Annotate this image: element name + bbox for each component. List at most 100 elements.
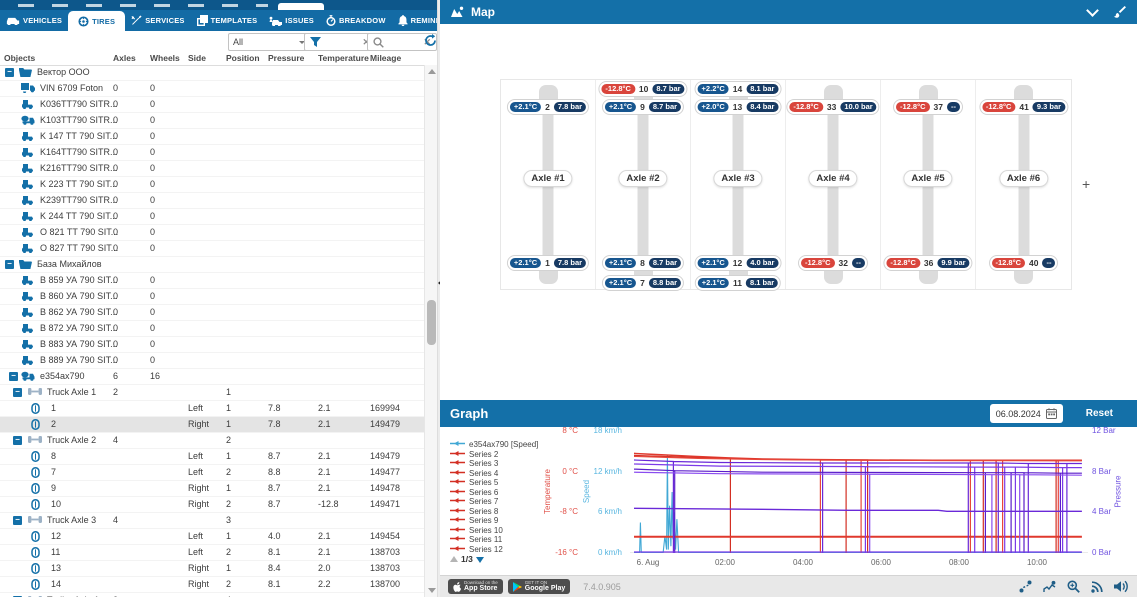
filter-dropdown[interactable]: All [228,33,310,51]
vehicle-row[interactable]: K103TT790 SITR... 0 0 [0,113,424,129]
legend-item[interactable]: Series 3 [450,459,538,469]
clear-search-icon[interactable]: ✕ [423,36,431,47]
wheel-badge[interactable]: -12.8°C 10 8.7 bar [598,81,688,97]
tab-reminders[interactable]: REMINDERS [392,10,464,31]
vehicle-row[interactable]: K 147 TT 790 SIT... 0 0 [0,129,424,145]
col-temperature[interactable]: Temperature [318,53,369,63]
googleplay-badge[interactable]: GET IT ON Google Play [507,579,571,594]
wheel-badge[interactable]: -12.8°C 33 10.0 bar [786,99,880,115]
volume-icon[interactable] [1114,580,1129,593]
col-position[interactable]: Position [226,53,260,63]
vehicle-row[interactable]: − e354ax790 6 16 [0,369,424,385]
vehicle-row[interactable]: K 244 TT 790 SIT... 0 0 [0,209,424,225]
legend-item[interactable]: Series 10 [450,526,538,536]
wheel-badge[interactable]: +2.1°C 12 4.0 bar [694,255,782,271]
expander-collapse-icon[interactable]: − [13,516,22,525]
wheel-row[interactable]: 7 Left 2 8.8 2.1 149477 [0,465,424,481]
wheel-badge[interactable]: +2.1°C 9 8.7 bar [601,99,685,115]
group-row[interactable]: − Вектор ООО [0,65,424,81]
wheel-badge[interactable]: +2.1°C 11 8.1 bar [694,275,782,291]
wheel-row[interactable]: 8 Left 1 8.7 2.1 149479 [0,449,424,465]
vehicle-row[interactable]: O 827 TT 790 SIT... 0 0 [0,241,424,257]
tab-vehicles[interactable]: VEHICLES [0,10,68,31]
legend-page-down-icon[interactable] [475,556,484,567]
axle-label[interactable]: Axle #2 [618,170,668,187]
vehicle-row[interactable]: K239TT790 SITR... 0 0 [0,193,424,209]
scrollbar-thumb[interactable] [427,300,436,345]
group-row[interactable]: − База Михайлов [0,257,424,273]
legend-item[interactable]: Series 6 [450,488,538,498]
tab-issues[interactable]: ISSUES [263,10,320,31]
wheel-badge[interactable]: -12.8°C 36 9.9 bar [883,255,973,271]
expander-collapse-icon[interactable]: − [13,436,22,445]
scroll-up-icon[interactable] [425,65,438,78]
tab-services[interactable]: SERVICES [125,10,190,31]
wheel-row[interactable]: 11 Left 2 8.1 2.1 138703 [0,545,424,561]
expander-collapse-icon[interactable]: − [9,372,18,381]
tab-breakdown[interactable]: BREAKDOW [320,10,392,31]
legend-item[interactable]: e354ax790 [Speed] [450,440,538,450]
wheel-row[interactable]: 10 Right 2 8.7 -12.8 149471 [0,497,424,513]
axle-label[interactable]: Axle #6 [998,170,1049,187]
track-sensor-icon[interactable] [1043,580,1056,593]
reset-button[interactable]: Reset [1085,408,1113,419]
scroll-down-icon[interactable] [425,584,438,597]
search-icon[interactable] [373,36,384,48]
wheel-badge[interactable]: -12.8°C 32 -- [798,255,868,271]
vehicle-row[interactable]: B 872 УА 790 SIT... 0 0 [0,321,424,337]
clear-filter-icon[interactable]: ✕ [362,37,370,48]
date-picker[interactable]: 06.08.2024 [989,404,1063,423]
axle-label[interactable]: Axle #3 [713,170,763,187]
expander-collapse-icon[interactable]: − [5,260,14,269]
vehicle-row[interactable]: B 883 УА 790 SIT... 0 0 [0,337,424,353]
appstore-badge[interactable]: Download on the App Store [448,579,503,594]
wheel-row[interactable]: 13 Right 1 8.4 2.0 138703 [0,561,424,577]
vehicle-row[interactable]: K164TT790 SITR... 0 0 [0,145,424,161]
legend-item[interactable]: Series 5 [450,478,538,488]
vehicle-row[interactable]: B 889 УА 790 SIT... 0 0 [0,353,424,369]
tab-tires[interactable]: TIRES [68,11,126,31]
col-wheels[interactable]: Wheels [150,53,180,63]
wheel-row[interactable]: 14 Right 2 8.1 2.2 138700 [0,577,424,593]
rss-feed-icon[interactable] [1091,580,1103,593]
zoom-search-icon[interactable] [1067,580,1080,593]
wheel-badge[interactable]: +2.1°C 7 8.8 bar [601,275,685,291]
vertical-scrollbar[interactable] [424,65,438,597]
refresh-icon[interactable] [424,34,437,52]
wheel-badge[interactable]: +2.1°C 1 7.8 bar [506,255,590,271]
legend-item[interactable]: Series 12 [450,545,538,555]
axle-row[interactable]: − Truck Axle 3 4 3 [0,513,424,529]
chevron-down-icon[interactable] [1086,4,1099,17]
axle-label[interactable]: Axle #4 [808,170,858,187]
legend-item[interactable]: Series 2 [450,450,538,460]
vehicle-row[interactable]: VIN 6709 Foton 0 0 [0,81,424,97]
wheel-row[interactable]: 12 Left 1 4.0 2.1 149454 [0,529,424,545]
col-pressure[interactable]: Pressure [268,53,305,63]
wheel-row[interactable]: 1 Left 1 7.8 2.1 169994 [0,401,424,417]
wheel-row[interactable]: 2 Right 1 7.8 2.1 149479 [0,417,424,433]
col-side[interactable]: Side [188,53,206,63]
wheel-badge[interactable]: -12.8°C 41 9.3 bar [978,99,1069,115]
legend-item[interactable]: Series 8 [450,507,538,517]
vehicle-row[interactable]: B 862 УА 790 SIT... 0 0 [0,305,424,321]
wheel-badge[interactable]: -12.8°C 40 -- [988,255,1059,271]
wheel-badge[interactable]: +2.1°C 8 8.7 bar [601,255,685,271]
route-points-icon[interactable] [1019,580,1032,593]
add-axle-button[interactable]: + [1082,176,1091,192]
col-mileage[interactable]: Mileage [370,53,402,63]
vehicle-row[interactable]: O 821 TT 790 SIT... 0 0 [0,225,424,241]
wheel-badge[interactable]: +2.0°C 13 8.4 bar [694,99,782,115]
axle-row[interactable]: − Truck Axle 2 4 2 [0,433,424,449]
legend-page-up-icon[interactable] [450,552,458,562]
funnel-icon[interactable] [310,37,321,47]
vehicle-row[interactable]: K 223 TT 790 SIT... 0 0 [0,177,424,193]
vehicle-row[interactable]: B 860 УА 790 SIT... 0 0 [0,289,424,305]
calendar-icon[interactable] [1045,408,1057,419]
top-menu-active-item[interactable] [278,3,324,10]
legend-item[interactable]: Series 4 [450,469,538,479]
brush-icon[interactable] [1114,5,1127,19]
vehicle-row[interactable]: K216TT790 SITR... 0 0 [0,161,424,177]
legend-item[interactable]: Series 9 [450,516,538,526]
legend-item[interactable]: Series 7 [450,497,538,507]
wheel-badge[interactable]: -12.8°C 37 -- [893,99,963,115]
